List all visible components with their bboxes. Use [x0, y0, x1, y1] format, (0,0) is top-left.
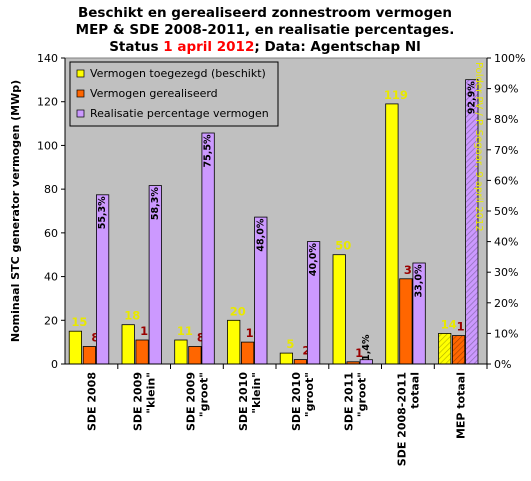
- legend-swatch-gerealiseerd: [76, 89, 85, 98]
- y-tick-label-3: 60: [44, 227, 58, 240]
- x-tick-label-5-0: SDE 2011: [343, 372, 356, 431]
- x-tick-label-1-0: SDE 2009: [132, 372, 145, 431]
- data-label-toegezegd-0: 15: [71, 315, 87, 329]
- y-tick-label-2: 40: [44, 271, 58, 284]
- y2-tick-label-6: 60%: [494, 174, 518, 187]
- legend-swatch-percentage: [76, 109, 85, 118]
- data-label-toegezegd-3: 20: [230, 304, 246, 318]
- bar-gerealiseerd-1: [135, 339, 149, 365]
- chart-title-date: 1 april 2012: [163, 39, 254, 55]
- legend-label-percentage: Realisatie percentage vermogen: [90, 107, 269, 120]
- data-label-percentage-7: 92,9%: [466, 81, 477, 114]
- chart-title-line3: Status 1 april 2012; Data: Agentschap Nl: [109, 39, 421, 55]
- bar-toegezegd-5: [332, 254, 346, 365]
- legend-label-toegezegd: Vermogen toegezegd (beschikt): [90, 67, 266, 80]
- bar-toegezegd-6: [385, 103, 399, 365]
- data-label-toegezegd-7: 14: [441, 317, 457, 331]
- x-tick-label-2-1: "groot": [197, 372, 210, 417]
- y2-tick-label-3: 30%: [494, 266, 518, 279]
- legend-label-gerealiseerd: Vermogen gerealiseerd: [90, 87, 218, 100]
- y2-tick-label-0: 0%: [494, 358, 511, 371]
- x-tick-label-3-1: "klein": [250, 372, 263, 414]
- data-label-percentage-6: 33,0%: [414, 264, 425, 297]
- y2-tick-label-5: 50%: [494, 205, 518, 218]
- data-label-toegezegd-1: 18: [124, 309, 140, 323]
- data-label-toegezegd-6: 119: [384, 88, 408, 102]
- y-tick-label-6: 120: [37, 96, 58, 109]
- x-tick-label-4-1: "groot": [303, 372, 316, 417]
- x-tick-label-2-0: SDE 2009: [184, 372, 197, 431]
- bar-gerealiseerd-7: [451, 335, 466, 365]
- x-tick-label-6-1: totaal: [408, 372, 421, 409]
- x-tick-label-7-0: MEP totaal: [455, 372, 468, 439]
- chart-axes: SDE 2008 SDE 2009 "klein" SDE 2009 "groot" SD…: [37, 52, 525, 466]
- x-tick-label-3-0: SDE 2010: [237, 372, 250, 431]
- data-label-percentage-0: 55,3%: [97, 196, 108, 229]
- bar-gerealiseerd-3: [240, 341, 255, 365]
- bar-toegezegd-3: [227, 319, 241, 365]
- x-tick-label-6-0: SDE 2008-2011: [395, 372, 408, 466]
- y2-tick-label-8: 80%: [494, 113, 518, 126]
- y2-tick-label-9: 90%: [494, 83, 518, 96]
- y-tick-label-4: 80: [44, 183, 58, 196]
- x-tick-label-4-0: SDE 2010: [290, 372, 303, 431]
- y2-tick-label-4: 40%: [494, 236, 518, 249]
- data-label-toegezegd-5: 50: [335, 239, 351, 253]
- data-label-gerealiseerd-2: 8: [197, 331, 205, 345]
- bar-toegezegd-4: [279, 352, 294, 365]
- watermark-credit: Polder PV / P. Segaar, 9 april 2012: [473, 62, 484, 232]
- x-tick-label-1-1: "klein": [145, 372, 158, 414]
- data-label-gerealiseerd-0: 8: [91, 331, 99, 345]
- x-tick-label-5-1: "groot": [356, 372, 369, 417]
- bar-toegezegd-2: [174, 339, 188, 365]
- data-label-percentage-2: 75,5%: [203, 134, 214, 167]
- chart-title-source: ; Data: Agentschap Nl: [254, 39, 420, 55]
- bar-toegezegd-7: [438, 332, 452, 365]
- legend: Vermogen toegezegd (beschikt) Vermogen g…: [69, 61, 279, 127]
- chart-title-status: Status: [109, 39, 163, 55]
- y2-tick-label-10: 100%: [494, 52, 525, 65]
- data-label-toegezegd-4: 5: [286, 337, 294, 351]
- data-label-toegezegd-2: 11: [177, 324, 193, 338]
- data-label-percentage-1: 58,3%: [150, 187, 161, 220]
- bar-gerealiseerd-2: [188, 346, 202, 365]
- bar-toegezegd-1: [121, 324, 135, 365]
- legend-swatch-toegezegd: [76, 69, 85, 78]
- data-label-gerealiseerd-4: 2: [302, 344, 310, 358]
- chart-title-line2: MEP & SDE 2008-2011, en realisatie perce…: [76, 22, 455, 38]
- y2-tick-label-1: 10%: [494, 327, 518, 340]
- y-axis-label: Nominaal STC generator vermogen (MWp): [9, 80, 22, 342]
- bar-gerealiseerd-4: [293, 359, 308, 365]
- y-tick-label-1: 20: [44, 314, 58, 327]
- y-tick-label-5: 100: [37, 139, 58, 152]
- data-label-percentage-5: 1,4%: [361, 334, 372, 361]
- bar-toegezegd-0: [68, 330, 82, 365]
- chart-title-line1: Beschikt en gerealiseerd zonnestroom ver…: [78, 5, 452, 21]
- bar-gerealiseerd-6: [399, 278, 413, 365]
- y-tick-label-0: 0: [51, 358, 58, 371]
- data-label-gerealiseerd-5: 1: [355, 346, 363, 360]
- y-tick-label-7: 140: [37, 52, 58, 65]
- y2-tick-label-7: 70%: [494, 144, 518, 157]
- bar-gerealiseerd-0: [82, 346, 96, 365]
- data-label-percentage-4: 40,0%: [308, 243, 319, 276]
- legend-box: [69, 61, 279, 127]
- x-tick-label-0-0: SDE 2008: [85, 372, 98, 431]
- data-label-percentage-3: 48,0%: [255, 218, 266, 251]
- y2-tick-label-2: 20%: [494, 297, 518, 310]
